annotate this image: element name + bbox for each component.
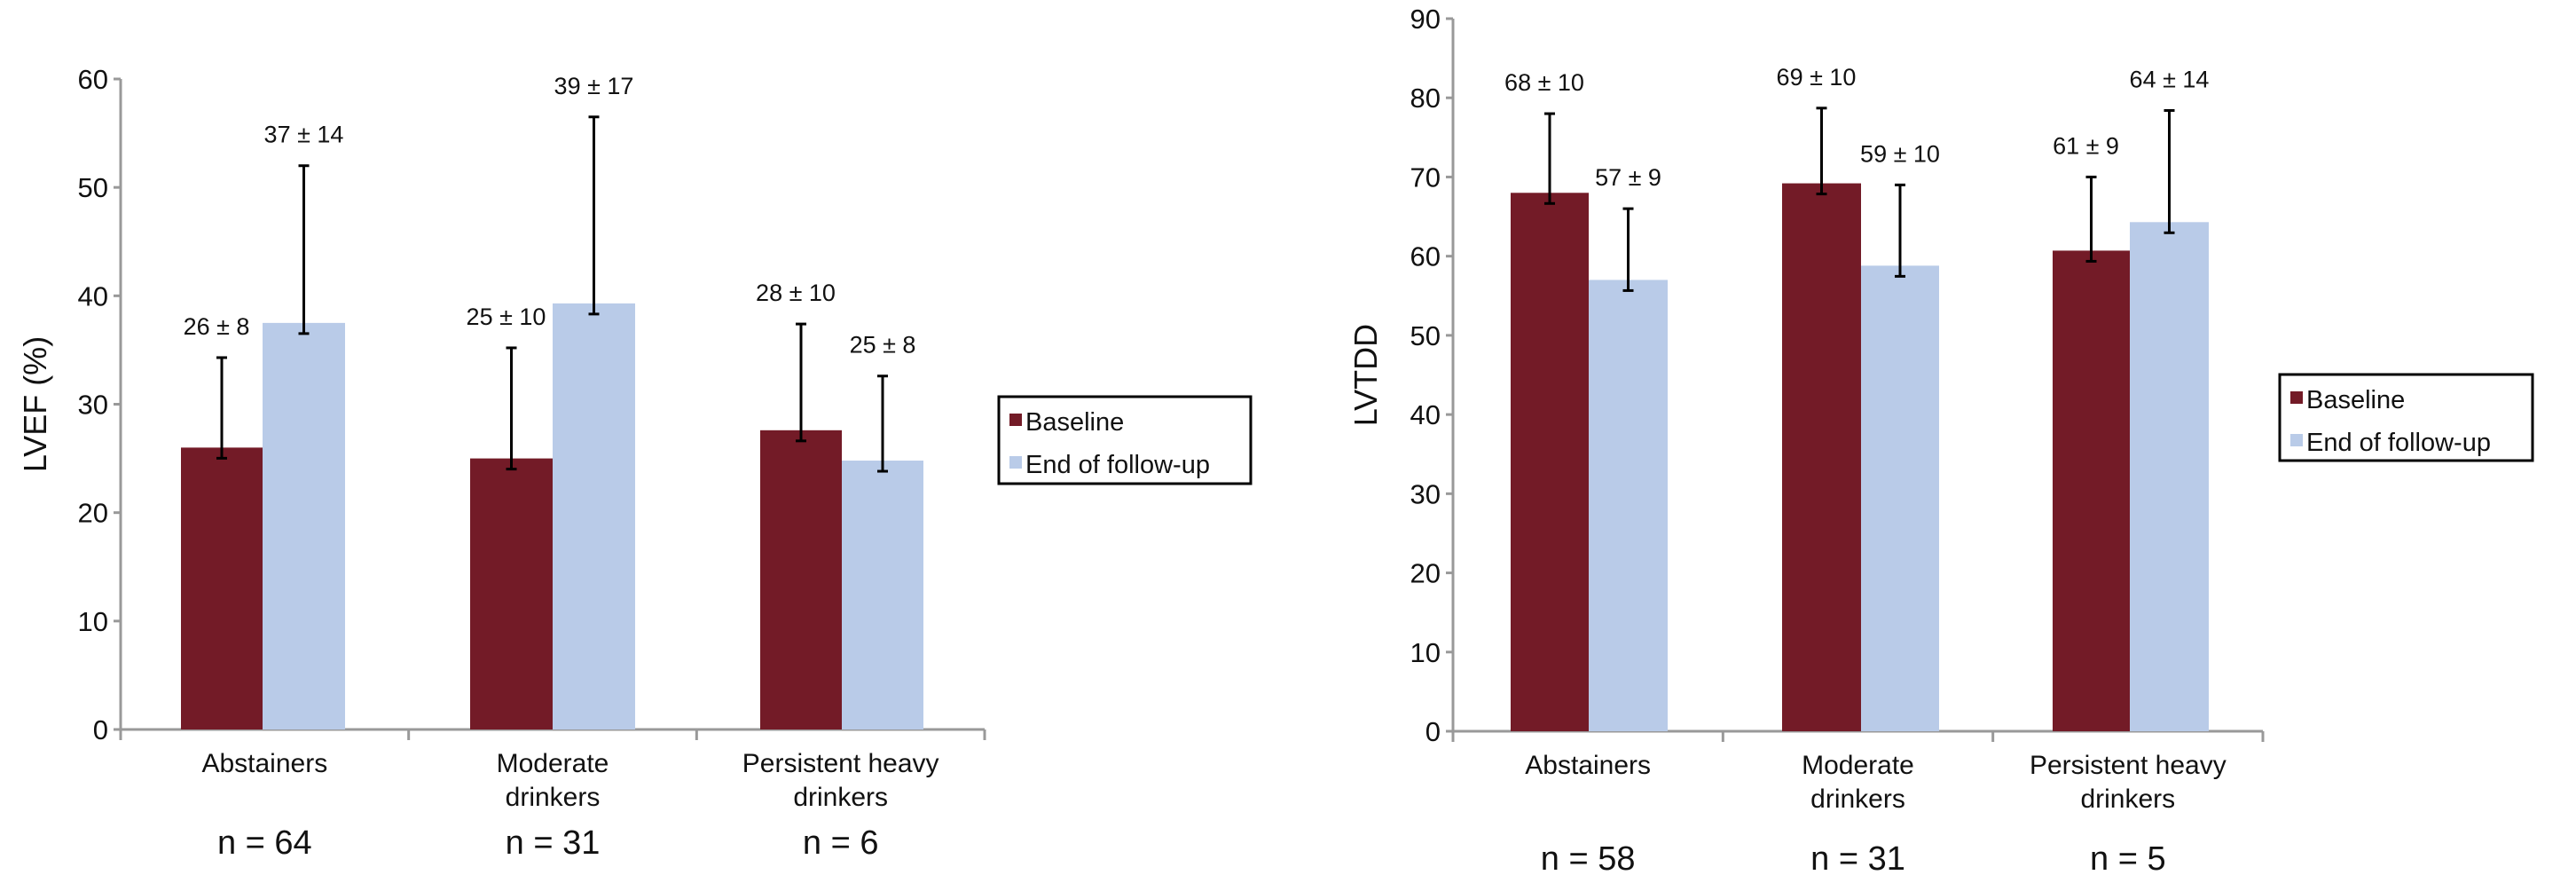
data-label: 57 ± 9 (1595, 164, 1661, 191)
category-label: drinkers (793, 783, 888, 812)
data-label: 25 ± 10 (467, 304, 546, 330)
category-label: Persistent heavy (742, 749, 939, 778)
data-label: 64 ± 14 (2130, 66, 2210, 92)
n-label: n = 5 (2090, 840, 2166, 878)
y-tick-label: 60 (78, 64, 108, 95)
bar-follow-up (2130, 222, 2209, 731)
chart-panel-1: 0 10 20 30 40 50 60 LVEF (%) Abstainers n = 64 Mod… (17, 64, 1253, 862)
legend-box (2278, 373, 2534, 462)
data-label: 39 ± 17 (554, 73, 634, 99)
legend: Baseline End of follow-up (997, 395, 1253, 485)
bar-baseline (1511, 193, 1589, 732)
y-axis-label: LVTDD (1347, 324, 1384, 426)
y-tick-label: 10 (78, 606, 108, 637)
y-tick-label: 20 (78, 498, 108, 529)
bar-follow-up (1589, 280, 1668, 731)
y-tick-label: 30 (78, 390, 108, 421)
chart-panel-2: 0 10 20 30 40 50 60 70 80 90 LVTDD Abstainers n = 58… (1347, 4, 2534, 878)
category-label: Abstainers (1525, 751, 1651, 780)
legend-swatch (2290, 434, 2303, 446)
y-tick-label: 50 (1410, 320, 1441, 351)
data-label: 37 ± 14 (264, 122, 344, 148)
data-label: 26 ± 8 (184, 313, 250, 340)
legend-swatch (1009, 414, 1022, 426)
y-tick-label: 0 (1425, 716, 1441, 747)
legend-label: Baseline (2306, 386, 2405, 414)
data-label: 28 ± 10 (756, 280, 836, 306)
n-label: n = 58 (1541, 840, 1636, 878)
n-label: n = 31 (1810, 840, 1905, 878)
data-label: 25 ± 8 (850, 332, 916, 359)
n-label: n = 64 (217, 824, 312, 862)
category-label: drinkers (1810, 784, 1905, 814)
category-label: drinkers (2080, 784, 2175, 814)
data-label: 59 ± 10 (1860, 140, 1940, 167)
y-tick-label: 60 (1410, 241, 1441, 272)
y-tick-label: 0 (93, 714, 108, 745)
data-label: 69 ± 10 (1777, 64, 1857, 91)
legend-swatch (1009, 456, 1022, 469)
category-label: drinkers (506, 783, 601, 812)
y-tick-label: 40 (78, 280, 108, 311)
data-label: 68 ± 10 (1504, 69, 1584, 96)
category-label: Moderate (1802, 751, 1914, 780)
legend-label: End of follow-up (2306, 429, 2491, 457)
category-label: Persistent heavy (2030, 751, 2227, 780)
legend: Baseline End of follow-up (2278, 373, 2534, 462)
legend-label: Baseline (1025, 408, 1124, 437)
category-label: Moderate (497, 749, 609, 778)
bar-follow-up (553, 303, 635, 729)
y-tick-label: 30 (1410, 478, 1441, 509)
legend-swatch (2290, 391, 2303, 404)
legend-label: End of follow-up (1025, 451, 1210, 479)
y-tick-label: 40 (1410, 399, 1441, 430)
bar-baseline (760, 430, 842, 729)
y-tick-label: 90 (1410, 4, 1441, 35)
y-tick-label: 20 (1410, 558, 1441, 589)
bar-baseline (470, 458, 553, 729)
y-tick-label: 80 (1410, 83, 1441, 114)
n-label: n = 6 (803, 824, 879, 862)
y-tick-label: 10 (1410, 637, 1441, 668)
data-label: 61 ± 9 (2053, 132, 2119, 159)
y-tick-label: 70 (1410, 162, 1441, 193)
legend-box (997, 395, 1253, 485)
bar-follow-up (842, 461, 923, 729)
bar-baseline (1782, 183, 1861, 732)
bar-baseline (181, 447, 263, 729)
y-axis-label: LVEF (%) (17, 336, 53, 472)
y-tick-label: 50 (78, 172, 108, 203)
bar-baseline (2053, 250, 2130, 731)
bar-follow-up (263, 322, 345, 729)
category-label: Abstainers (201, 749, 327, 778)
bar-follow-up (1861, 265, 1939, 732)
n-label: n = 31 (506, 824, 601, 862)
